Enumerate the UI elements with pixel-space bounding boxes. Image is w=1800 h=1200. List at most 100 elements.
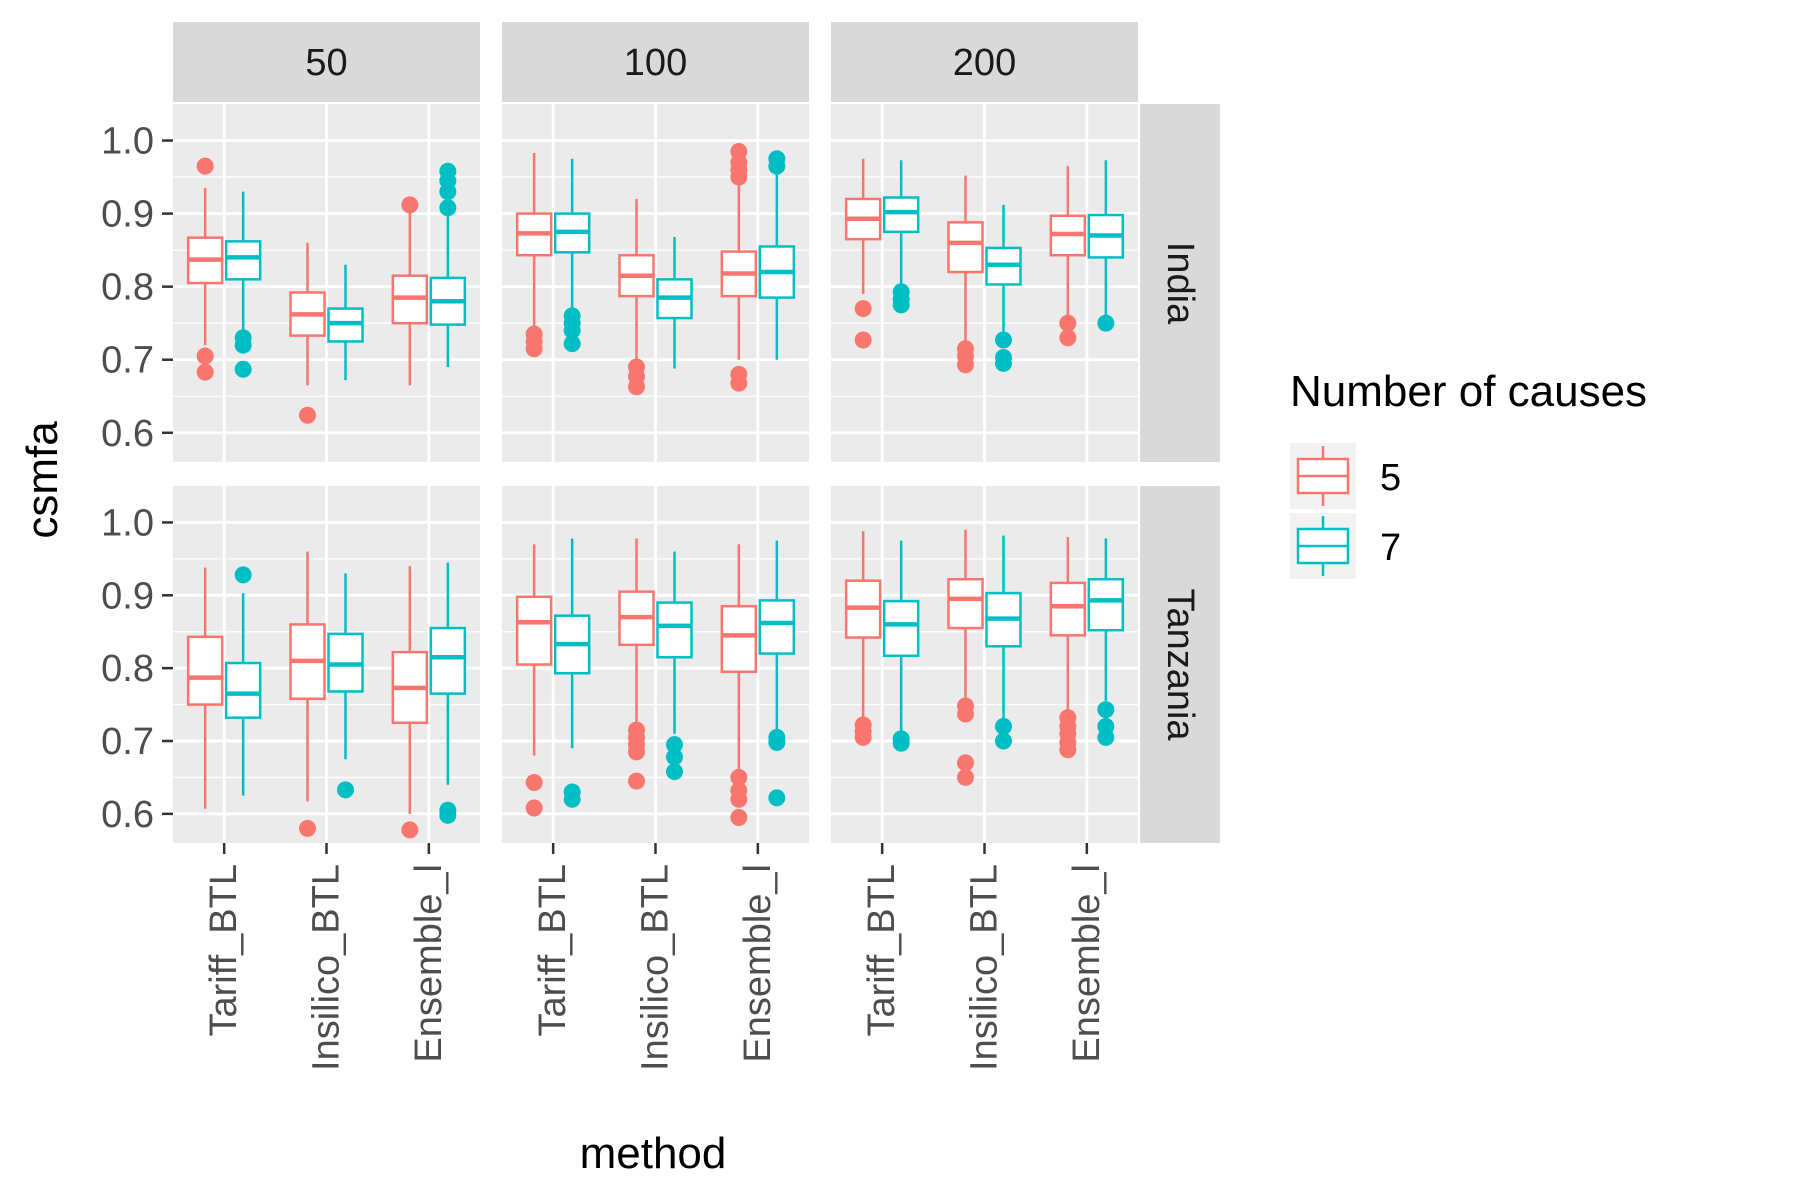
legend: Number of causes 5 7: [1290, 367, 1647, 579]
box-ensemble_l-5: [720, 544, 758, 826]
outlier-point: [854, 728, 872, 746]
outlier-point: [957, 356, 974, 374]
outlier-point: [439, 806, 457, 824]
box-ensemble_l-5: [1049, 166, 1087, 347]
box-tariff_btl-5: [844, 531, 882, 746]
outlier-point: [439, 183, 457, 201]
outlier-point: [234, 360, 252, 378]
legend-entry-label: 7: [1380, 527, 1401, 569]
box-ensemble_l-7: [1087, 160, 1125, 332]
outlier-point: [768, 789, 786, 807]
outlier-point: [768, 733, 786, 751]
x-tick-label: Tariff_BTL: [532, 864, 574, 1036]
row-strip-india: India: [1140, 104, 1220, 462]
outlier-point: [957, 754, 974, 772]
box-ensemble_l-7: [429, 162, 467, 368]
box-tariff_btl-7: [882, 160, 920, 314]
outlier-point: [995, 732, 1012, 750]
x-tick-label: Ensemble_l: [737, 864, 779, 1063]
outlier-point: [1059, 329, 1077, 347]
column-strip-label: 200: [953, 42, 1016, 84]
outlier-point: [730, 374, 748, 392]
legend-title: Number of causes: [1290, 367, 1647, 416]
outlier-point: [401, 196, 419, 214]
outlier-point: [628, 378, 645, 396]
box-iqr: [1049, 581, 1087, 637]
panel-india-200: [831, 104, 1138, 462]
y-tick-label: 0.9: [101, 194, 154, 236]
outlier-point: [525, 340, 543, 358]
x-tick-label: Insilico_BTL: [635, 864, 677, 1071]
box-tariff_btl-5: [186, 157, 224, 381]
box-iqr: [882, 599, 920, 658]
y-tick-label: 1.0: [101, 502, 154, 544]
box-insilico_btl-7: [327, 264, 364, 381]
y-tick-label: 0.9: [101, 575, 154, 617]
y-tick-label: 0.6: [101, 794, 154, 836]
outlier-point: [439, 199, 457, 217]
outlier-point: [957, 705, 974, 723]
column-strip-100: 100: [502, 22, 809, 102]
outlier-point: [1097, 728, 1115, 746]
box-iqr: [429, 626, 467, 695]
box-insilico_btl-7: [327, 573, 364, 799]
outlier-point: [730, 790, 748, 808]
outlier-point: [299, 819, 316, 837]
outlier-point: [1097, 314, 1115, 332]
box-iqr: [882, 196, 920, 234]
panel-tanzania-50: [173, 486, 480, 843]
legend-entry-7: 7: [1290, 513, 1401, 579]
outlier-point: [995, 354, 1012, 372]
box-insilico_btl-5: [289, 242, 326, 424]
outlier-point: [628, 743, 645, 761]
outlier-point: [854, 331, 872, 349]
column-strip-label: 50: [305, 42, 347, 84]
row-strip-label: Tanzania: [1159, 588, 1201, 741]
box-insilico_btl-5: [618, 538, 655, 790]
box-insilico_btl-5: [618, 198, 655, 396]
column-strip-200: 200: [831, 22, 1138, 102]
box-tariff_btl-5: [186, 567, 224, 809]
x-tick-label: Ensemble_l: [408, 864, 450, 1063]
box-tariff_btl-5: [844, 158, 882, 349]
outlier-point: [1059, 314, 1077, 332]
x-tick-label: Tariff_BTL: [203, 864, 245, 1036]
box-insilico_btl-5: [947, 529, 984, 786]
outlier-point: [525, 774, 543, 792]
axes-layer: 0.6 0.7 0.8 0.9 1.0 0.6 0.7 0.8 0.9 1.0 Tariff_BTL…: [101, 121, 1108, 1071]
outlier-point: [666, 736, 683, 754]
x-tick-label: Ensemble_l: [1066, 864, 1108, 1063]
y-tick-label: 0.8: [101, 267, 154, 309]
panels-layer: [173, 104, 1138, 843]
box-ensemble_l-7: [758, 150, 796, 360]
outlier-point: [563, 790, 581, 808]
box-iqr: [186, 635, 224, 706]
box-tariff_btl-7: [553, 538, 591, 808]
legend-entry-label: 5: [1380, 457, 1401, 499]
box-insilico_btl-5: [947, 175, 984, 374]
box-iqr: [758, 599, 796, 655]
x-tick-label: Insilico_BTL: [964, 864, 1006, 1071]
outlier-point: [1097, 701, 1115, 719]
column-strip-50: 50: [173, 22, 480, 102]
strip-background: [173, 22, 480, 102]
legend-entry-5: 5: [1290, 443, 1401, 509]
box-insilico_btl-7: [656, 551, 693, 781]
box-insilico_btl-7: [985, 535, 1022, 750]
facet-strips-layer: 50 100 200 India Tanzania: [173, 22, 1220, 843]
box-tariff_btl-5: [515, 544, 553, 817]
row-strip-tanzania: Tanzania: [1140, 486, 1220, 843]
outlier-point: [196, 347, 214, 365]
outlier-point: [730, 168, 748, 186]
outlier-point: [666, 763, 683, 781]
box-iqr: [224, 240, 262, 281]
row-strip-label: India: [1159, 242, 1201, 325]
box-iqr: [224, 661, 262, 719]
outlier-point: [196, 157, 214, 175]
box-insilico_btl-5: [289, 551, 326, 837]
box-iqr: [1087, 578, 1125, 632]
strip-background: [502, 22, 809, 102]
outlier-point: [957, 768, 974, 786]
panel-india-50: [173, 104, 480, 462]
